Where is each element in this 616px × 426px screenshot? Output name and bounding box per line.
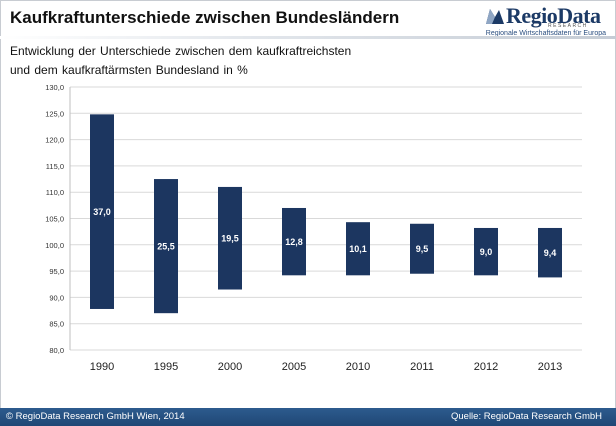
range-bar (410, 223, 434, 274)
y-tick-label: 105,0 (45, 215, 64, 224)
x-tick-label: 1995 (154, 361, 178, 373)
y-tick-label: 90,0 (49, 293, 64, 302)
bar-value-label: 25,5 (157, 242, 175, 252)
range-bar (282, 207, 306, 276)
y-tick-label: 80,0 (49, 346, 64, 355)
x-tick-label: 2005 (282, 361, 306, 373)
subtitle-line-1: Entwicklung der Unterschiede zwischen de… (10, 44, 352, 58)
y-tick-label: 115,0 (46, 162, 64, 171)
bar-value-label: 9,4 (544, 248, 557, 258)
range-bar (154, 179, 178, 314)
logo-text: RegioData (506, 3, 601, 28)
bar-value-label: 12,8 (285, 237, 303, 247)
y-tick-label: 85,0 (49, 320, 64, 329)
footer-bar: © RegioData Research GmbH Wien, 2014 Que… (0, 408, 616, 426)
chart-subtitle: Entwicklung der Unterschiede zwischen de… (10, 42, 351, 80)
page-title: Kaufkraftunterschiede zwischen Bundeslän… (10, 8, 400, 27)
range-bar-chart: 80,0 85,0 90,0 95,0 100,0 105,0 110,0 115,0 120,… (45, 83, 582, 373)
logo-subtext: RESEARCH (548, 23, 588, 29)
subtitle-line-2: und dem kaufkraftärmsten Bundesland in % (10, 63, 248, 77)
bar-value-label: 10,1 (349, 244, 367, 254)
x-tick-label: 2011 (410, 361, 434, 373)
bar-value-label: 37,0 (93, 207, 111, 217)
x-tick-label: 2000 (218, 361, 242, 373)
range-bar (538, 227, 562, 278)
brand-logo: RegioData RESEARCH Regionale Wirtschafts… (478, 2, 608, 38)
range-bar (218, 186, 242, 290)
logo-mark-icon (486, 9, 504, 24)
x-tick-label: 2012 (474, 361, 498, 373)
footer-copyright: © RegioData Research GmbH Wien, 2014 (6, 411, 185, 422)
y-tick-label: 100,0 (45, 241, 64, 250)
x-tick-label: 1990 (90, 361, 114, 373)
header-divider (0, 36, 616, 39)
bar-value-label: 19,5 (221, 234, 239, 244)
y-tick-label: 125,0 (45, 109, 64, 118)
bar-value-label: 9,0 (480, 247, 493, 257)
range-bar (474, 227, 498, 276)
y-tick-label: 110,0 (46, 188, 64, 197)
logo-tagline: Regionale Wirtschaftsdaten für Europa (485, 30, 606, 37)
x-tick-label: 2013 (538, 361, 562, 373)
bar-value-label: 9,5 (416, 244, 429, 254)
range-bar (90, 114, 114, 309)
y-tick-label: 120,0 (45, 136, 64, 145)
footer-source: Quelle: RegioData Research GmbH (450, 411, 602, 422)
y-tick-label: 95,0 (49, 267, 64, 276)
x-tick-label: 2010 (346, 361, 370, 373)
y-tick-label: 130,0 (45, 83, 64, 92)
range-bar (346, 222, 370, 276)
